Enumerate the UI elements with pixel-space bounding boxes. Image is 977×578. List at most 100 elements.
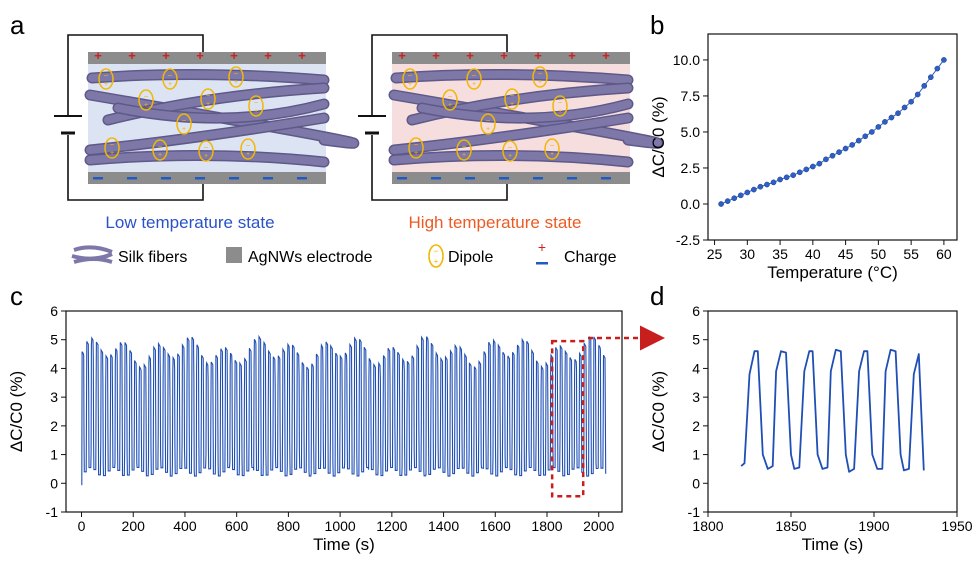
x-tick-label: 0 <box>78 518 86 534</box>
dipole-icon: −+ <box>98 68 114 90</box>
y-tick-label: 4 <box>50 360 58 376</box>
x-tick-label: 1600 <box>480 518 511 534</box>
dipole-icon: −+ <box>176 113 192 135</box>
svg-text:−: − <box>110 140 115 149</box>
x-tick-label: 1900 <box>858 518 889 534</box>
data-point <box>764 181 770 188</box>
silk-fiber-highlight <box>86 151 328 166</box>
negative-charge-icon <box>229 177 239 180</box>
svg-text:+: + <box>538 79 542 86</box>
circuit-wire <box>371 34 508 115</box>
x-tick-label: 1200 <box>376 518 407 534</box>
low-temperature-schematic: + + + + + + +−+−+−+−+−+ −+−+−+−+−+−+ <box>54 34 360 201</box>
svg-text:+: + <box>462 152 466 159</box>
svg-text:+: + <box>110 150 114 157</box>
negative-charge-icon <box>567 177 577 180</box>
svg-text:−: − <box>254 98 259 107</box>
y-tick-label: 10.0 <box>673 52 700 68</box>
data-point <box>751 186 757 193</box>
svg-text:−: − <box>508 143 513 152</box>
dipole-icon: −+ <box>504 88 520 110</box>
x-tick-label: 600 <box>225 518 249 534</box>
data-point <box>724 198 731 204</box>
y-tick-label: 6 <box>692 303 700 319</box>
circuit-wire <box>67 34 204 115</box>
dipole-icon: −+ <box>402 68 418 90</box>
data-point <box>842 145 849 152</box>
negative-charge-icon <box>397 177 407 180</box>
y-tick-label: 2 <box>50 418 58 434</box>
data-point <box>934 65 941 72</box>
y-axis-title: ΔC/C0 (%) <box>649 371 668 452</box>
y-tick-label: -1 <box>46 504 59 520</box>
panel-label-b: b <box>650 10 664 40</box>
x-tick-label: 1850 <box>775 518 806 534</box>
data-point <box>757 183 764 190</box>
svg-text:−: − <box>448 92 453 101</box>
data-point <box>888 114 895 121</box>
legend-charge: Charge <box>564 249 617 266</box>
y-tick-label: -2.5 <box>676 232 700 248</box>
svg-text:+: + <box>434 257 439 266</box>
dipole-icon: −+ <box>198 140 214 162</box>
x-tick-label: 1950 <box>941 518 972 534</box>
svg-text:+: + <box>510 101 514 108</box>
positive-charge-icon: + <box>298 48 306 63</box>
x-tick-label: 2000 <box>583 518 614 534</box>
x-axis-title: Time (s) <box>313 535 375 554</box>
data-point <box>941 57 947 63</box>
silk-fiber-highlight <box>114 100 328 123</box>
y-tick-label: 0 <box>50 475 58 491</box>
legend-silk-fibers: Silk fibers <box>118 249 187 266</box>
x-tick-label: 30 <box>740 246 756 262</box>
svg-text:+: + <box>550 151 554 158</box>
x-axis-title: Time (s) <box>802 535 864 554</box>
dipole-icon: −+ <box>502 140 518 162</box>
x-tick-label: 1800 <box>692 518 723 534</box>
negative-charge-icon <box>431 177 441 180</box>
negative-charge-icon <box>127 177 137 180</box>
x-tick-label: 45 <box>838 246 854 262</box>
positive-charge-icon: + <box>466 48 474 63</box>
dipole-icon: − + <box>428 244 444 268</box>
silk-fiber-highlight <box>392 70 632 84</box>
silk-fiber-highlight <box>390 114 632 154</box>
x-tick-label: 800 <box>277 518 301 534</box>
dipole-icon: −+ <box>104 137 120 159</box>
svg-text:−: − <box>234 69 239 78</box>
svg-text:−: − <box>538 69 543 78</box>
negative-charge-icon <box>297 177 307 180</box>
y-tick-label: -1 <box>688 504 701 520</box>
dipole-icon: −+ <box>162 68 178 90</box>
svg-text:−: − <box>472 71 477 80</box>
svg-text:−: − <box>144 92 149 101</box>
negative-charge-icon <box>499 177 509 180</box>
data-point <box>796 169 803 176</box>
svg-text:+: + <box>254 108 258 115</box>
data-point <box>836 149 842 155</box>
svg-text:−: − <box>204 143 209 152</box>
positive-charge-icon: + <box>230 48 238 63</box>
x-tick-label: 60 <box>936 246 952 262</box>
positive-charge-icon: + <box>128 48 136 63</box>
bottom-electrode <box>88 172 326 184</box>
positive-charge-icon: + <box>500 48 508 63</box>
data-point <box>895 110 901 117</box>
y-tick-label: 2 <box>692 418 700 434</box>
x-tick-label: 1800 <box>531 518 562 534</box>
svg-text:−: − <box>558 98 563 107</box>
svg-text:−: − <box>206 91 211 100</box>
svg-text:−: − <box>433 246 438 256</box>
dipole-icon: −+ <box>442 89 458 111</box>
data-point <box>718 201 724 207</box>
data-point <box>790 172 797 179</box>
x-tick-label: 35 <box>772 246 788 262</box>
y-axis-title: ΔC/C0 (%) <box>649 96 668 177</box>
data-point <box>823 156 829 163</box>
silk-fiber-highlight <box>86 114 328 154</box>
data-point <box>777 176 783 183</box>
svg-text:+: + <box>472 81 476 88</box>
charge-icon: + <box>536 239 548 265</box>
svg-text:+: + <box>168 81 172 88</box>
legend-dipole: Dipole <box>448 249 493 266</box>
